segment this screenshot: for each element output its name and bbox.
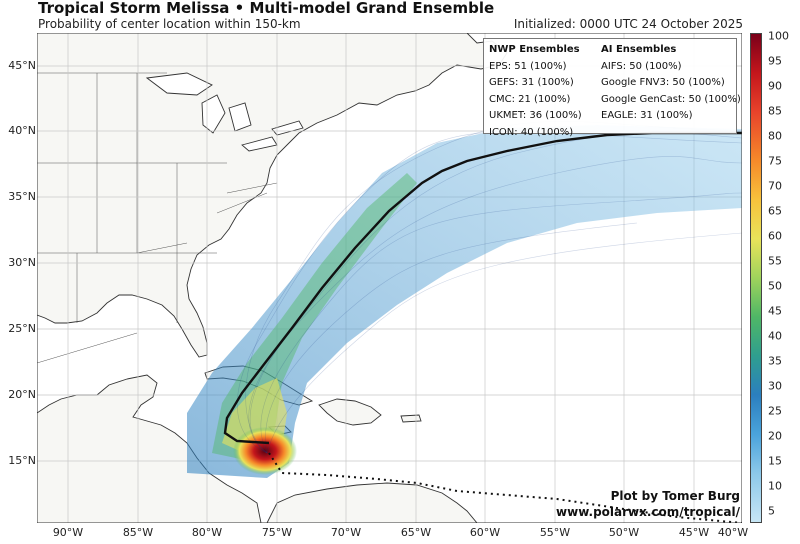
colorbar-tick-60: 60 (768, 229, 782, 243)
colorbar-tick-20: 20 (768, 429, 782, 443)
colorbar-tick-30: 30 (768, 379, 782, 393)
legend-item-eagle: EAGLE: 31 (100%) (601, 110, 693, 121)
colorbar-tick-80: 80 (768, 129, 782, 143)
probability-peak (233, 427, 297, 475)
colorbar-tick-35: 35 (768, 354, 782, 368)
colorbar-tick-25: 25 (768, 404, 782, 418)
lat-label-40n: 40°N (8, 124, 36, 137)
puerto-rico-land (400, 414, 422, 423)
colorbar-tick-50: 50 (768, 279, 782, 293)
colorbar-tick-95: 95 (768, 54, 782, 68)
chart-subtitle: Probability of center location within 15… (38, 17, 301, 31)
colorbar-tick-15: 15 (768, 454, 782, 468)
legend-item-eps: EPS: 51 (100%) (489, 60, 567, 72)
colorbar-tick-10: 10 (768, 479, 782, 493)
ai-ensembles-column: AI Ensembles AIFS: 50 (100%) Google FNV3… (601, 42, 741, 125)
colorbar-tick-40: 40 (768, 329, 782, 343)
colorbar-tick-45: 45 (768, 304, 782, 318)
colorbar-tick-70: 70 (768, 179, 782, 193)
lon-label-65w: 65°W (400, 526, 432, 539)
legend-item-google-gencast: Google GenCast: 50 (100%) (601, 93, 741, 105)
credit-url: www.polarwx.com/tropical/ (556, 505, 740, 519)
lat-label-15n: 15°N (8, 454, 36, 467)
lon-label-55w: 55°W (539, 526, 571, 539)
ensemble-legend: NWP Ensembles EPS: 51 (100%) GEFS: 31 (1… (483, 38, 741, 138)
legend-item-icon: ICON: 40 (100%) (489, 126, 574, 138)
colorbar-tick-100: 100 (768, 29, 789, 43)
colorbar-tick-65: 65 (768, 204, 782, 218)
colorbar-tick-85: 85 (768, 104, 782, 118)
credit-author: Plot by Tomer Burg (610, 489, 740, 503)
lon-label-60w: 60°W (469, 526, 501, 539)
political-borders (37, 72, 278, 364)
ai-ensembles-heading: AI Ensembles (601, 44, 677, 55)
colorbar-tick-55: 55 (768, 254, 782, 268)
init-time: Initialized: 0000 UTC 24 October 2025 (513, 17, 743, 31)
lat-label-20n: 20°N (8, 388, 36, 401)
south-america-land (266, 482, 478, 523)
legend-item-gefs: GEFS: 31 (100%) (489, 77, 574, 88)
north-america-land (37, 33, 508, 358)
probability-cone (187, 125, 742, 478)
colorbar-tick-75: 75 (768, 154, 782, 168)
legend-item-cmc: CMC: 21 (100%) (489, 93, 571, 105)
great-lakes (145, 72, 304, 152)
lon-label-75w: 75°W (261, 526, 293, 539)
lon-label-40w: 40°W (717, 526, 749, 539)
lon-label-90w: 90°W (52, 526, 84, 539)
probability-colorbar (750, 33, 762, 523)
lon-label-50w: 50°W (608, 526, 640, 539)
colorbar-tick-5: 5 (768, 504, 775, 518)
legend-item-google-fnv3: Google FNV3: 50 (100%) (601, 77, 725, 88)
lon-label-70w: 70°W (330, 526, 362, 539)
nwp-ensembles-column: NWP Ensembles EPS: 51 (100%) GEFS: 31 (1… (489, 42, 582, 141)
lon-label-85w: 85°W (122, 526, 154, 539)
nwp-ensembles-heading: NWP Ensembles (489, 44, 580, 55)
lat-label-35n: 35°N (8, 190, 36, 203)
lat-label-30n: 30°N (8, 256, 36, 269)
lon-label-45w: 45°W (678, 526, 710, 539)
legend-item-ukmet: UKMET: 36 (100%) (489, 110, 582, 121)
mean-track (223, 131, 742, 445)
lat-label-45n: 45°N (8, 59, 36, 72)
lat-label-25n: 25°N (8, 322, 36, 335)
colorbar-tick-90: 90 (768, 79, 782, 93)
past-track (268, 452, 742, 523)
lon-label-80w: 80°W (191, 526, 223, 539)
legend-item-aifs: AIFS: 50 (100%) (601, 60, 682, 72)
chart-title: Tropical Storm Melissa • Multi-model Gra… (38, 0, 495, 17)
